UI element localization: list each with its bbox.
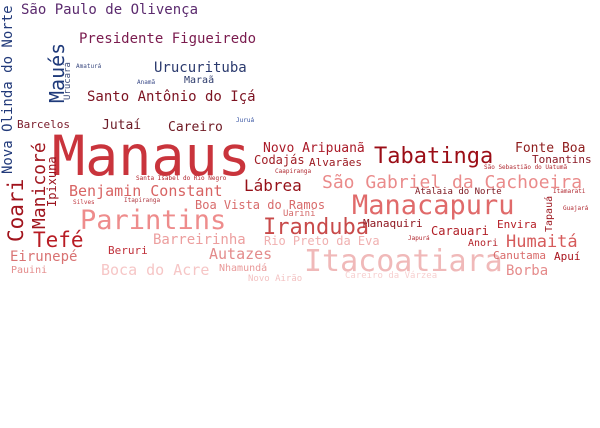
- word-boca-do-acre: Boca do Acre: [101, 261, 210, 279]
- word-codajas: Codajás: [254, 153, 305, 167]
- word-coari: Coari: [4, 178, 28, 242]
- word-beruri: Beruri: [108, 244, 148, 257]
- word-careiro-da-varzea: Careiro da Várzea: [345, 271, 438, 281]
- word-apui: Apuí: [554, 250, 581, 263]
- word-guajara: Guajará: [563, 205, 589, 212]
- word-urucara: Urucará: [63, 62, 73, 100]
- word-tefe: Tefé: [33, 228, 84, 252]
- word-japura: Japurá: [408, 235, 430, 242]
- word-borba: Borba: [506, 263, 549, 279]
- word-itamarati: Itamarati: [553, 188, 586, 195]
- word-maraa: Maraã: [184, 75, 215, 86]
- word-rio-preto-da-eva: Rio Preto da Eva: [264, 234, 380, 248]
- word-sao-paulo-de-olivenca: São Paulo de Olivença: [21, 2, 199, 18]
- word-nova-olinda-do-norte: Nova Olinda do Norte: [0, 5, 16, 174]
- word-eirunepe: Eirunepé: [10, 249, 78, 265]
- word-amatura: Amaturá: [76, 63, 102, 70]
- word-tabatinga: Tabatinga: [374, 144, 494, 169]
- word-boa-vista-do-ramos: Boa Vista do Ramos: [195, 198, 326, 212]
- word-pauini: Pauini: [11, 265, 48, 276]
- word-santo-antonio-do-ica: Santo Antônio do Içá: [87, 89, 256, 105]
- word-tonantins: Tonantins: [532, 153, 592, 166]
- word-novo-airao: Novo Airão: [248, 274, 303, 284]
- word-barreirinha: Barreirinha: [153, 232, 246, 248]
- word-tapaua: Tapauá: [544, 195, 555, 232]
- word-nhamunda: Nhamundá: [219, 263, 268, 274]
- word-labrea: Lábrea: [244, 176, 302, 195]
- word-envira: Envira: [497, 218, 537, 231]
- word-anori: Anori: [468, 238, 499, 249]
- word-jurua: Juruá: [236, 117, 255, 124]
- word-santa-isabel-do-rio-negro: Santa Isabel do Rio Negro: [136, 175, 227, 182]
- word-itapiranga: Itapiranga: [124, 197, 161, 204]
- word-iranduba: Iranduba: [263, 215, 369, 240]
- word-manaquiri: Manaquiri: [363, 217, 423, 230]
- word-caapiranga: Caapiranga: [275, 168, 312, 175]
- word-humaita: Humaitá: [506, 232, 578, 252]
- word-autazes: Autazes: [209, 245, 273, 263]
- word-manaus: Manaus: [52, 124, 251, 188]
- word-uarini: Uarini: [283, 209, 316, 219]
- word-parintins: Parintins: [80, 205, 227, 236]
- word-urucurituba: Urucurituba: [154, 60, 247, 76]
- word-sao-gabriel-da-cachoeira: São Gabriel da Cachoeira: [322, 172, 583, 193]
- word-manacapuru: Manacapuru: [352, 190, 515, 221]
- word-carauari: Carauari: [431, 224, 489, 238]
- word-alvaraes: Alvarães: [309, 156, 362, 169]
- word-barcelos: Barcelos: [17, 118, 70, 131]
- word-jutai: Jutaí: [102, 118, 142, 133]
- word-atalaia-do-norte: Atalaia do Norte: [415, 187, 502, 197]
- word-silves: Silves: [73, 199, 95, 206]
- word-canutama: Canutama: [493, 249, 546, 262]
- word-fonte-boa: Fonte Boa: [515, 141, 586, 156]
- word-itacoatiara: Itacoatiara: [304, 244, 503, 279]
- word-sao-sebastiao-do-uatuma: São Sebastião do Uatumã: [484, 164, 568, 171]
- word-anama: Anamã: [137, 79, 156, 86]
- word-ipixuna: Ipixuna: [45, 156, 59, 207]
- word-novo-aripuana: Novo Aripuanã: [263, 141, 365, 156]
- word-careiro: Careiro: [168, 120, 223, 135]
- word-presidente-figueiredo: Presidente Figueiredo: [79, 31, 257, 47]
- word-benjamin-constant: Benjamin Constant: [69, 182, 223, 200]
